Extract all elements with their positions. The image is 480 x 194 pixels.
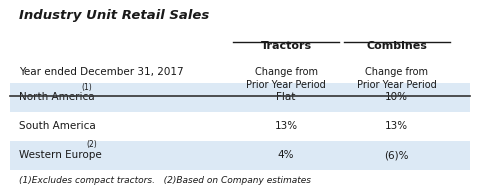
Text: (2): (2) — [86, 140, 97, 149]
Text: Tractors: Tractors — [261, 41, 312, 51]
Text: South America: South America — [19, 121, 96, 131]
Text: Western Europe: Western Europe — [19, 150, 102, 160]
Text: North America: North America — [19, 93, 95, 102]
Text: 4%: 4% — [278, 150, 294, 160]
Text: 13%: 13% — [275, 121, 298, 131]
Text: Combines: Combines — [366, 41, 427, 51]
Text: (1): (1) — [82, 83, 93, 92]
Text: Industry Unit Retail Sales: Industry Unit Retail Sales — [19, 10, 209, 23]
Text: Change from
Prior Year Period: Change from Prior Year Period — [357, 67, 436, 90]
Text: 13%: 13% — [385, 121, 408, 131]
Text: 10%: 10% — [385, 93, 408, 102]
Text: Flat: Flat — [276, 93, 296, 102]
Text: (1)Excludes compact tractors.   (2)Based on Company estimates: (1)Excludes compact tractors. (2)Based o… — [19, 176, 311, 184]
Text: Change from
Prior Year Period: Change from Prior Year Period — [246, 67, 326, 90]
Text: Year ended December 31, 2017: Year ended December 31, 2017 — [19, 67, 183, 77]
Text: (6)%: (6)% — [384, 150, 409, 160]
